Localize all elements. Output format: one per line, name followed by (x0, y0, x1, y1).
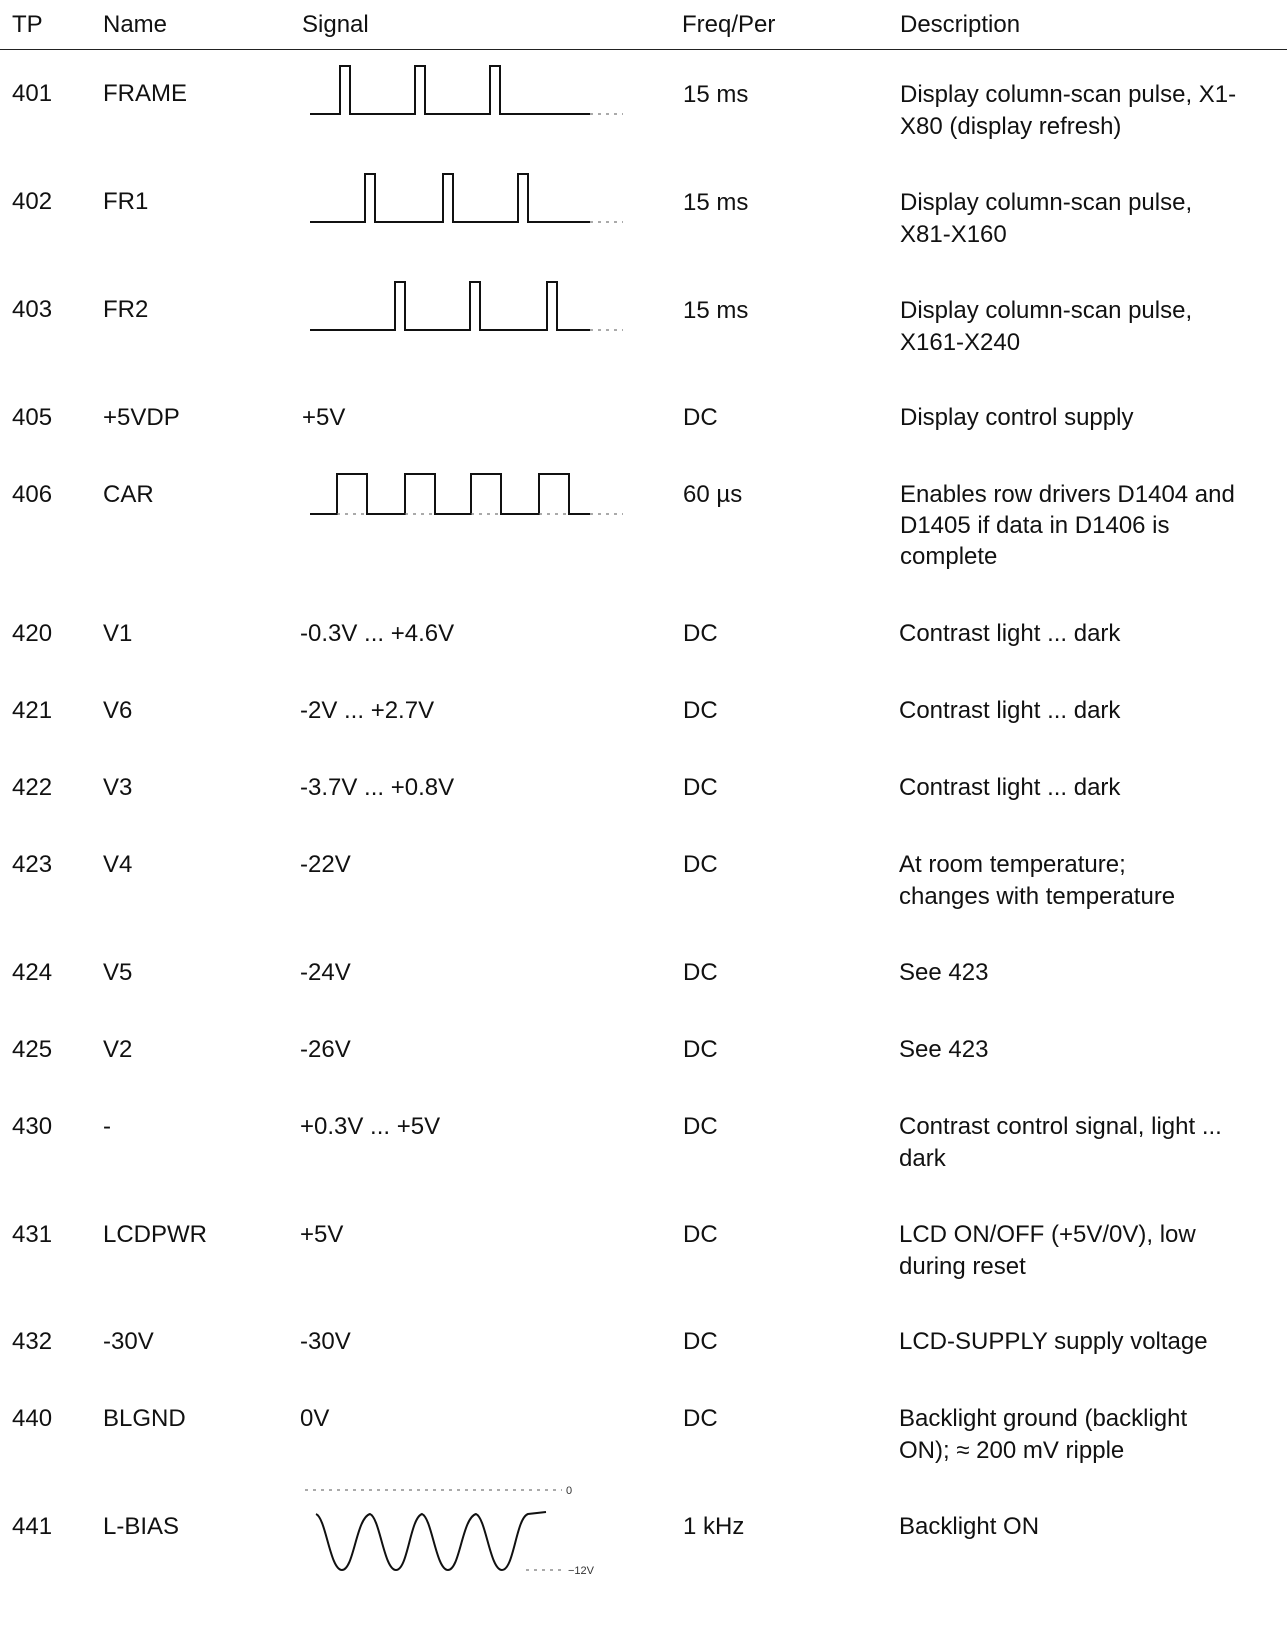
name-cell: L-BIAS (103, 1513, 180, 1540)
freq-cell: 15 ms (683, 189, 749, 216)
description-cell: Contrast light ... dark (899, 620, 1121, 647)
header-description: Description (900, 11, 1021, 38)
freq-cell: DC (683, 1221, 718, 1248)
pulse-waveform-fr2 (310, 281, 623, 331)
tp-cell: 422 (12, 774, 53, 801)
tp-cell: 402 (12, 188, 53, 215)
description-cell: Contrast control signal, light ... dark (899, 1113, 1222, 1172)
name-cell: -30V (103, 1328, 154, 1355)
lbias-bottom-level-label: −12V (568, 1565, 595, 1577)
name-cell: V1 (103, 620, 133, 647)
signal-cell: -3.7V ... +0.8V (300, 774, 455, 801)
freq-cell: 1 kHz (683, 1513, 745, 1540)
freq-cell: DC (683, 1405, 718, 1432)
name-cell: V3 (103, 774, 133, 801)
name-cell: - (103, 1113, 111, 1140)
description-cell: Display control supply (900, 404, 1134, 431)
header-divider (0, 49, 1287, 50)
freq-cell: 60 µs (683, 481, 743, 508)
signal-cell: -22V (300, 851, 351, 878)
signal-cell: +5V (302, 404, 346, 431)
tp-cell: 432 (12, 1328, 53, 1355)
description-cell: See 423 (899, 1036, 989, 1063)
tp-cell: 440 (12, 1405, 53, 1432)
name-cell: FR2 (103, 296, 149, 323)
tp-cell: 431 (12, 1221, 53, 1248)
name-cell: V2 (103, 1036, 133, 1063)
signal-cell: -30V (300, 1328, 351, 1355)
signal-cell: -24V (300, 959, 351, 986)
tp-cell: 423 (12, 851, 53, 878)
description-cell: LCD-SUPPLY supply voltage (899, 1328, 1208, 1355)
description-cell: Display column-scan pulse, X1-X80 (displ… (900, 81, 1237, 140)
name-cell: +5VDP (103, 404, 180, 431)
tp-cell: 421 (12, 697, 53, 724)
tp-cell: 425 (12, 1036, 53, 1063)
freq-cell: DC (683, 697, 718, 724)
pulse-waveform-fr1 (310, 173, 623, 223)
header-tp: TP (12, 11, 43, 38)
name-cell: CAR (103, 481, 154, 508)
freq-cell: DC (683, 404, 718, 431)
freq-cell: 15 ms (683, 81, 749, 108)
description-cell: Display column-scan pulse, X81-X160 (900, 189, 1193, 248)
name-cell: V6 (103, 697, 133, 724)
name-cell: LCDPWR (103, 1221, 208, 1248)
tp-cell: 406 (12, 481, 53, 508)
tp-cell: 401 (12, 80, 53, 107)
lbias-top-level-label: 0 (566, 1485, 572, 1497)
name-cell: FR1 (103, 188, 149, 215)
signal-cell: 0V (300, 1405, 330, 1432)
name-cell: FRAME (103, 80, 187, 107)
freq-cell: DC (683, 851, 718, 878)
tp-cell: 424 (12, 959, 53, 986)
freq-cell: DC (683, 1036, 718, 1063)
description-cell: Display column-scan pulse, X161-X240 (900, 297, 1193, 356)
description-cell: LCD ON/OFF (+5V/0V), low during reset (899, 1221, 1196, 1280)
tp-cell: 430 (12, 1113, 53, 1140)
tp-cell: 405 (12, 404, 53, 431)
name-cell: BLGND (103, 1405, 186, 1432)
description-cell: Backlight ground (backlight ON); ≈ 200 m… (899, 1405, 1188, 1464)
description-cell: See 423 (899, 959, 989, 986)
freq-cell: 15 ms (683, 297, 749, 324)
description-cell: Contrast light ... dark (899, 697, 1121, 724)
name-cell: V5 (103, 959, 133, 986)
header-name: Name (103, 11, 168, 38)
signal-cell: +0.3V ... +5V (300, 1113, 441, 1140)
freq-cell: DC (683, 959, 718, 986)
signal-cell: +5V (300, 1221, 344, 1248)
pulse-waveform-frame (310, 65, 623, 115)
signal-cell: -26V (300, 1036, 351, 1063)
tp-cell: 441 (12, 1513, 53, 1540)
tp-cell: 420 (12, 620, 53, 647)
freq-cell: DC (683, 774, 718, 801)
description-cell: Enables row drivers D1404 and D1405 if d… (900, 481, 1235, 570)
description-cell: Backlight ON (899, 1513, 1040, 1540)
tp-cell: 403 (12, 296, 53, 323)
freq-cell: DC (683, 1113, 718, 1140)
description-cell: At room temperature; changes with temper… (899, 851, 1176, 910)
description-cell: Contrast light ... dark (899, 774, 1121, 801)
header-signal: Signal (302, 11, 369, 38)
signal-cell: -2V ... +2.7V (300, 697, 435, 724)
name-cell: V4 (103, 851, 133, 878)
header-freq: Freq/Per (682, 11, 776, 38)
freq-cell: DC (683, 1328, 718, 1355)
freq-cell: DC (683, 620, 718, 647)
square-waveform-car (310, 473, 623, 515)
signal-cell: -0.3V ... +4.6V (300, 620, 455, 647)
sine-waveform-lbias: 0 −12V (305, 1485, 595, 1577)
